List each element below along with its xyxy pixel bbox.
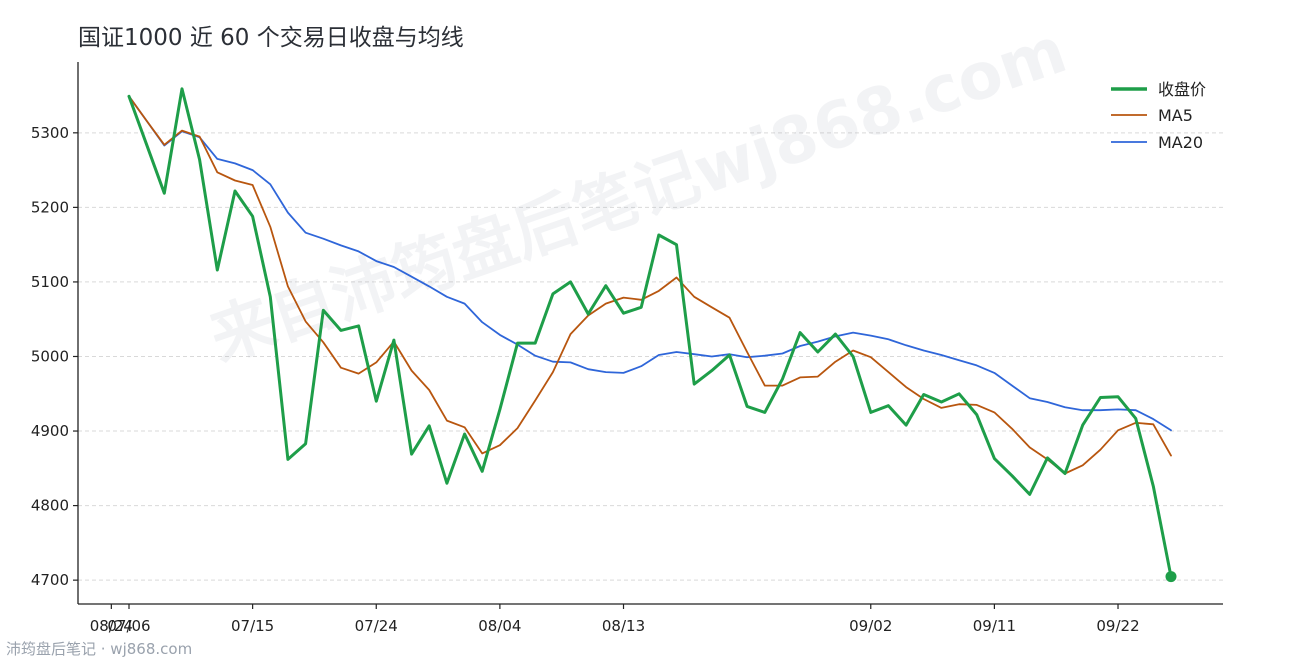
footer-credit: 沛筠盘后笔记 · wj868.com bbox=[6, 640, 193, 658]
grid-lines bbox=[78, 132, 1223, 581]
x-tick-label: 09/22 bbox=[1096, 617, 1139, 635]
x-tick-label: 08/04 bbox=[478, 617, 521, 635]
close-price-line bbox=[127, 87, 1173, 579]
x-tick-label: 08/24 bbox=[90, 617, 133, 635]
legend: 收盘价 MA5 MA20 bbox=[1111, 80, 1206, 152]
x-tick-label: 07/24 bbox=[355, 617, 398, 635]
x-tick-label: 07/15 bbox=[231, 617, 274, 635]
axes bbox=[77, 62, 1223, 605]
last-close-dot bbox=[1165, 571, 1177, 583]
ma5-line bbox=[128, 95, 1172, 475]
legend-label: MA5 bbox=[1158, 106, 1193, 125]
x-tick-label: 09/11 bbox=[973, 617, 1016, 635]
y-tick-label: 5000 bbox=[31, 347, 69, 365]
y-tick-label: 5100 bbox=[31, 273, 69, 291]
x-axis-ticks: 07/06 07/15 07/24 08/04 08/13 08/24 09/02 09/11… bbox=[90, 604, 1140, 635]
x-tick-label: 07/06 bbox=[107, 617, 150, 635]
ma20-line bbox=[128, 95, 1172, 432]
legend-label: MA20 bbox=[1158, 133, 1203, 152]
y-tick-label: 5200 bbox=[31, 198, 69, 216]
x-tick-label: 09/02 bbox=[849, 617, 892, 635]
legend-label: 收盘价 bbox=[1158, 80, 1206, 99]
y-tick-label: 5300 bbox=[31, 124, 69, 142]
y-tick-label: 4800 bbox=[31, 497, 69, 515]
y-axis-ticks: 4700 4800 4900 5000 5100 5200 5300 bbox=[31, 124, 78, 589]
chart-title: 国证1000 近 60 个交易日收盘与均线 bbox=[78, 25, 464, 51]
x-tick-label: 08/13 bbox=[602, 617, 645, 635]
y-tick-label: 4900 bbox=[31, 422, 69, 440]
last-value-marker bbox=[1165, 571, 1177, 583]
y-tick-label: 4700 bbox=[31, 571, 69, 589]
series-lines bbox=[127, 87, 1173, 579]
